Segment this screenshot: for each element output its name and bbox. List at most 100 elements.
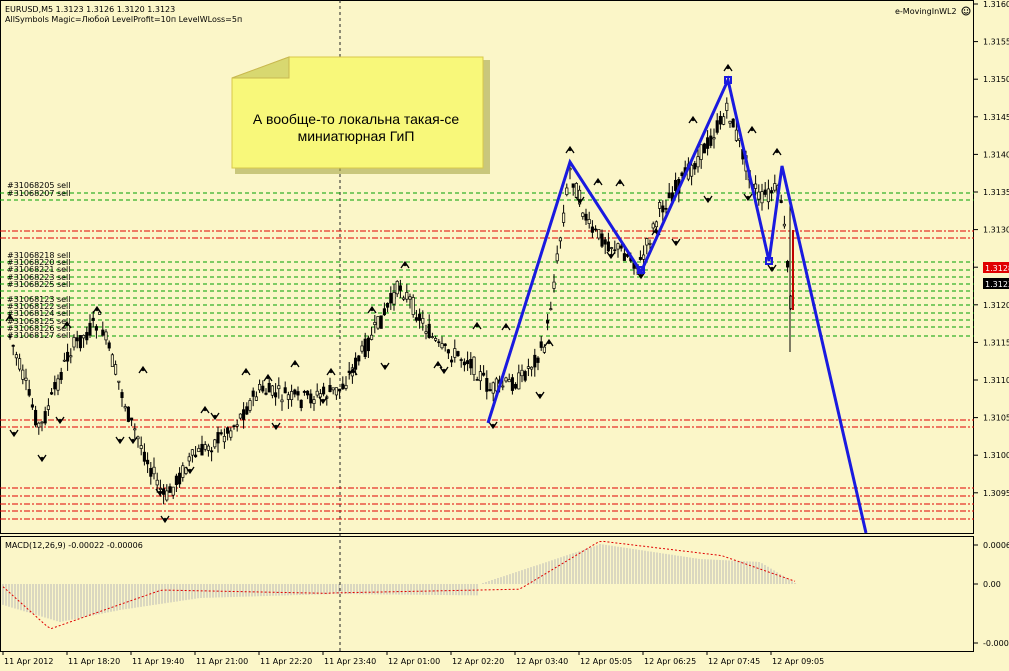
- price-label: 1.3095: [983, 489, 1009, 498]
- macd-label: MACD(12,26,9) -0.00022 -0.00006: [5, 541, 143, 550]
- macd-frame: [0, 536, 974, 652]
- fractal-down-icon: [488, 421, 498, 430]
- price-label: 1.3130: [983, 226, 1009, 235]
- order-label: #31068221 sell: [7, 265, 71, 274]
- time-label: 12 Apr 07:45: [708, 657, 760, 666]
- price-label: 1.3100: [983, 451, 1009, 460]
- fractal-down-icon: [115, 436, 125, 445]
- order-label: #31068126 sell: [7, 324, 71, 333]
- fractal-up-icon: [772, 147, 782, 156]
- fractal-down-icon: [185, 466, 195, 475]
- order-label: #31068220 sell: [7, 258, 71, 267]
- time-label: 11 Apr 21:00: [196, 657, 248, 666]
- fractal-down-icon: [160, 515, 170, 524]
- time-axis: 11 Apr 2012 11 Apr 18:20 11 Apr 19:40 11 Ap…: [2, 651, 824, 666]
- time-label: 11 Apr 22:20: [260, 657, 312, 666]
- macd-axis-top: 0.0006: [983, 541, 1009, 550]
- fractal-up-icon: [200, 405, 210, 414]
- fractal-up-icon: [290, 359, 300, 368]
- fractal-down-icon: [210, 412, 220, 421]
- fractal-up-icon: [241, 367, 251, 376]
- bid-price-tag: [983, 278, 1009, 289]
- time-label: 12 Apr 02:20: [452, 657, 504, 666]
- macd-signal-line: [2, 540, 796, 630]
- fractal-down-icon: [743, 193, 753, 202]
- smiley-icon[interactable]: [961, 6, 971, 16]
- note-line-1: А вообще-то локальна такая-се: [253, 111, 460, 127]
- fractal-up-icon: [544, 338, 554, 347]
- fractal-down-icon: [575, 196, 585, 205]
- order-levels: [0, 192, 974, 520]
- ask-price-tag: [983, 262, 1009, 273]
- fractal-up-icon: [263, 373, 273, 382]
- fractal-down-icon: [37, 454, 47, 463]
- time-label: 12 Apr 06:25: [644, 657, 696, 666]
- order-label: #31068205 sell: [7, 181, 71, 190]
- macd-axis-bottom: -0.0006: [983, 639, 1009, 648]
- order-label: #31068123 sell: [7, 295, 71, 304]
- fractal-down-icon: [767, 264, 777, 273]
- order-label-list: #31068205 sell#31068207 sell #31068218 se…: [7, 181, 71, 340]
- fractal-up-icon: [688, 115, 698, 124]
- fractal-down-icon: [9, 429, 19, 438]
- order-label: #31068124 sell: [7, 309, 71, 318]
- symbol-info: EURUSD,M5 1.3123 1.3126 1.3120 1.3123: [5, 5, 175, 14]
- ask-price-tag-label: 1.3128: [985, 264, 1009, 273]
- price-label: 1.3150: [983, 75, 1009, 84]
- fractal-up-icon: [367, 305, 377, 314]
- fractal-up-icon: [5, 313, 15, 322]
- fractal-down-icon: [128, 436, 138, 445]
- macd-histogram: [2, 544, 796, 622]
- fractal-up-icon: [138, 365, 148, 374]
- fractal-up-icon: [92, 305, 102, 314]
- fractal-up-icon: [472, 321, 482, 330]
- sticky-note[interactable]: А вообще-то локальна такая-се миниатюрна…: [231, 56, 490, 174]
- price-axis: 1.3160 1.3155 1.3150 1.3145 1.3140 1.3135 1.31…: [974, 0, 1009, 498]
- fractal-down-icon: [606, 251, 616, 260]
- fractal-down-icon: [535, 391, 545, 400]
- order-label: #31068125 sell: [7, 317, 71, 326]
- price-label: 1.3145: [983, 113, 1009, 122]
- macd-axis: 0.0006 0.00 -0.0006: [974, 541, 1009, 648]
- time-label: 11 Apr 23:40: [324, 657, 376, 666]
- order-label: #31068223 sell: [7, 273, 71, 282]
- fractal-up-icon: [501, 322, 511, 331]
- price-label: 1.3110: [983, 376, 1009, 385]
- time-label: 11 Apr 18:20: [68, 657, 120, 666]
- fractal-up-icon: [615, 178, 625, 187]
- order-label: #31068225 sell: [7, 280, 71, 289]
- fractal-up-icon: [565, 145, 575, 154]
- price-label: 1.3155: [983, 38, 1009, 47]
- fractal-down-icon: [671, 238, 681, 247]
- ea-params: AllSymbols Magic=Любой LevelProfit=10п L…: [5, 15, 242, 24]
- fractal-up-icon: [433, 360, 443, 369]
- note-line-2: миниатюрная ГиП: [298, 128, 415, 144]
- fractal-up-icon: [62, 320, 72, 329]
- fractal-down-icon: [380, 362, 390, 371]
- time-label: 12 Apr 03:40: [516, 657, 568, 666]
- fractal-down-icon: [55, 416, 65, 425]
- time-label: 11 Apr 19:40: [132, 657, 184, 666]
- indicator-name: e-MovingInWL2: [895, 7, 957, 16]
- price-label: 1.3105: [983, 414, 1009, 423]
- macd-axis-zero: 0.00: [983, 580, 1001, 589]
- fractal-down-icon: [318, 396, 328, 405]
- price-label: 1.3140: [983, 150, 1009, 159]
- fractal-up-icon: [723, 63, 733, 72]
- candles: [8, 97, 794, 505]
- time-label: 11 Apr 2012: [4, 657, 53, 666]
- zigzag-line: [486, 75, 868, 534]
- price-label: 1.3120: [983, 301, 1009, 310]
- order-label: #31068207 sell: [7, 189, 71, 198]
- fractal-up-icon: [326, 367, 336, 376]
- fractal-up-icon: [348, 367, 358, 376]
- zigzag-nodes: [637, 76, 773, 274]
- fractal-up-icon: [747, 125, 757, 134]
- bid-price-tag-label: 1.3123: [985, 280, 1009, 289]
- price-label: 1.3160: [983, 0, 1009, 9]
- price-label: 1.3115: [983, 338, 1009, 347]
- fractal-down-icon: [439, 366, 449, 375]
- price-label: 1.3135: [983, 188, 1009, 197]
- order-label: #31068122 sell: [7, 302, 71, 311]
